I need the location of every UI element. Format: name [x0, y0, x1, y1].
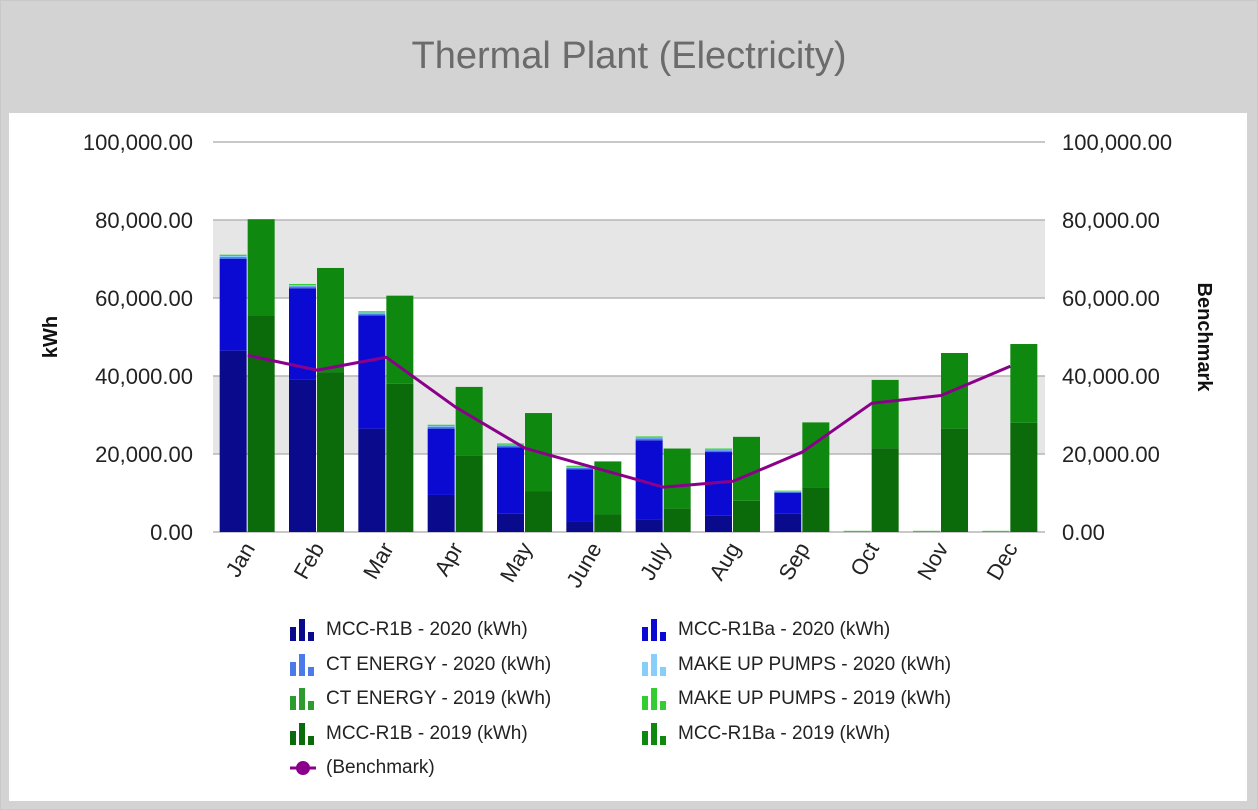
x-tick-label: Sep [773, 538, 814, 584]
bar-segment [982, 530, 1010, 532]
bar-segment [427, 428, 455, 495]
bar-segment [941, 428, 968, 532]
bar-segment [635, 438, 663, 441]
y-tick-label: 0.00 [150, 520, 193, 545]
bar-segment [289, 283, 316, 286]
bar-segment [566, 469, 594, 522]
bar-segment [843, 530, 871, 532]
bar-segment [913, 530, 940, 532]
bar-segment [386, 295, 414, 384]
bar-segment [497, 447, 524, 514]
x-tick-label: Oct [845, 538, 884, 580]
bar-segment [705, 449, 732, 451]
x-tick-label: Nov [912, 538, 953, 584]
bar-segment [219, 257, 247, 259]
bar-segment [774, 513, 802, 532]
bar-segment [427, 425, 455, 427]
bar-segment [566, 465, 594, 467]
bar-segment [871, 379, 899, 449]
grid-band [213, 376, 1045, 454]
bar-segment [358, 311, 386, 313]
x-tick-label: Apr [429, 538, 468, 580]
bar-segment [1010, 422, 1038, 532]
benchmark-line [247, 353, 1011, 489]
bar-segment [774, 491, 802, 493]
bar-segment [219, 254, 247, 256]
y-axis-title: kWh [40, 316, 62, 358]
bar-segment [497, 444, 524, 446]
x-tick-label: Feb [289, 538, 330, 583]
bar-segment [871, 448, 899, 532]
bar-segment [774, 493, 802, 514]
bar-segment [427, 424, 455, 426]
bar-segment [1010, 344, 1038, 423]
x-tick-label: Dec [981, 538, 1022, 584]
x-tick-label: May [495, 538, 537, 586]
bar-segment [802, 422, 830, 488]
y-tick-label: 100,000.00 [83, 130, 193, 155]
bar-segment [566, 467, 594, 470]
bar-segment [219, 255, 247, 258]
bar-segment [386, 383, 414, 532]
bar-segment [802, 487, 830, 532]
y2-tick-label: 0.00 [1062, 520, 1105, 545]
bar-segment [289, 285, 316, 287]
bar-segment [247, 219, 275, 316]
y2-tick-label: 40,000.00 [1062, 364, 1160, 389]
bar-segment [774, 490, 802, 492]
bar-segment [635, 519, 663, 532]
x-tick-label: June [561, 538, 607, 592]
bar-segment [705, 448, 732, 450]
bar-segment [289, 286, 316, 289]
bar-segment [317, 267, 344, 373]
y2-axis-title: Benchmark [1193, 283, 1215, 393]
bar-segment [247, 315, 275, 532]
y2-tick-label: 20,000.00 [1062, 442, 1160, 467]
bar-segment [427, 426, 455, 429]
bar-segment [497, 513, 524, 532]
bar-segment [358, 313, 386, 316]
bar-segment [663, 448, 691, 509]
bar-segment [497, 443, 524, 445]
bar-segment [774, 491, 802, 492]
bar-segment [566, 521, 594, 532]
bar-segment [566, 466, 594, 468]
bar-segment [358, 428, 386, 532]
bar-segment [289, 379, 316, 532]
bar-segment [635, 437, 663, 439]
bar-segment [219, 350, 247, 532]
bar-segment [733, 436, 760, 501]
bar-segment [358, 312, 386, 314]
bar-segment [733, 500, 760, 532]
bar-segment [317, 372, 344, 532]
bar-segment [525, 491, 552, 532]
bar-segment [705, 515, 732, 532]
bar-segment [705, 450, 732, 453]
x-tick-label: Mar [358, 538, 399, 583]
y2-tick-label: 80,000.00 [1062, 208, 1160, 233]
y-tick-label: 20,000.00 [95, 442, 193, 467]
chart-title: Thermal Plant (Electricity) [411, 35, 847, 77]
y-tick-label: 40,000.00 [95, 364, 193, 389]
bar-segment [594, 514, 622, 532]
grid-band [213, 220, 1045, 298]
bar-segment [219, 259, 247, 351]
y2-tick-label: 60,000.00 [1062, 286, 1160, 311]
chart-header: Thermal Plant (Electricity) [1, 1, 1257, 113]
bar-segment [358, 315, 386, 429]
bar-segment [663, 508, 691, 532]
y2-tick-label: 100,000.00 [1062, 130, 1172, 155]
y-tick-label: 60,000.00 [95, 286, 193, 311]
x-tick-label: July [635, 538, 676, 584]
bar-segment [497, 445, 524, 448]
bar-segment [635, 436, 663, 438]
bar-segment [427, 494, 455, 532]
x-tick-label: Jan [221, 538, 260, 581]
x-tick-label: Aug [704, 538, 745, 584]
bar-segment [455, 455, 483, 532]
y-tick-label: 80,000.00 [95, 208, 193, 233]
